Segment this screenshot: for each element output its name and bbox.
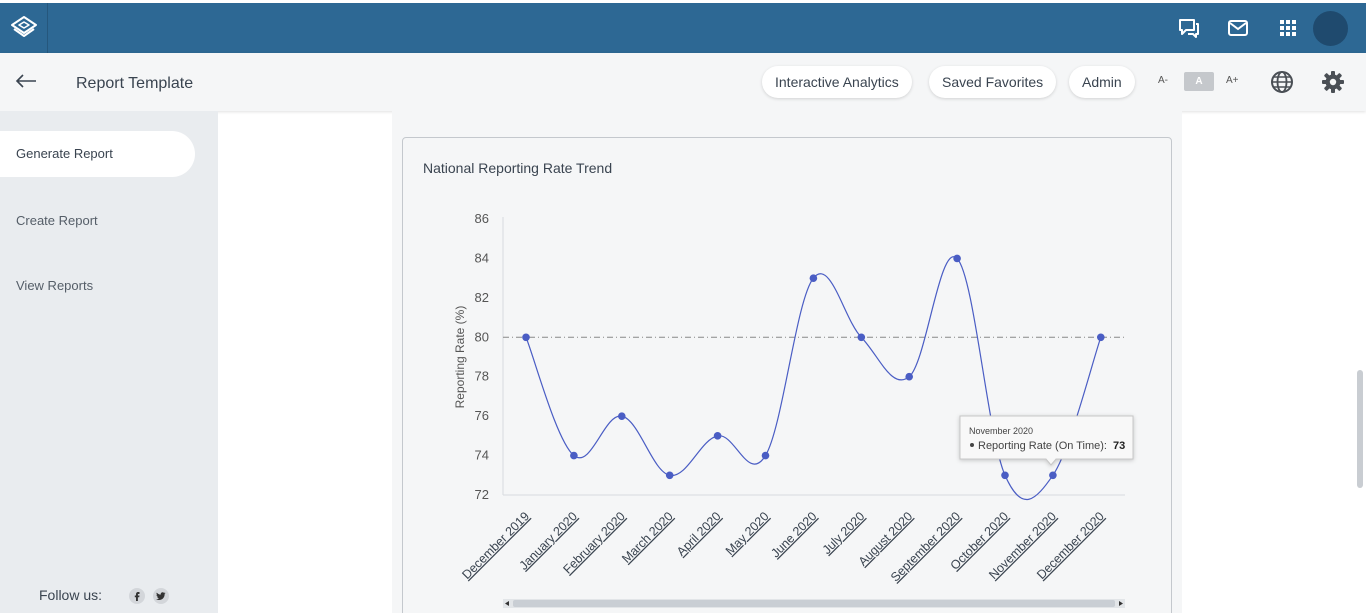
y-tick-label: 84: [475, 250, 489, 265]
top-navigation-bar: [0, 3, 1366, 53]
interactive-analytics-button[interactable]: Interactive Analytics: [762, 66, 912, 98]
x-tick-label: April 2020: [674, 509, 724, 559]
y-tick-label: 76: [475, 408, 489, 423]
font-decrease-button[interactable]: A-: [1158, 75, 1168, 86]
tooltip-value: 73: [1113, 440, 1125, 452]
chart-title: National Reporting Rate Trend: [423, 160, 613, 176]
data-point[interactable]: [522, 333, 530, 342]
layers-logo-icon: [10, 16, 37, 37]
data-point[interactable]: [665, 471, 674, 480]
twitter-link[interactable]: [153, 588, 169, 604]
y-tick-label: 72: [475, 487, 489, 502]
data-point[interactable]: [1001, 471, 1009, 480]
font-increase-button[interactable]: A+: [1226, 75, 1239, 86]
data-point[interactable]: [1097, 333, 1105, 342]
globe-icon[interactable]: [1270, 70, 1294, 94]
x-tick-label: March 2020: [619, 509, 676, 566]
gear-icon[interactable]: [1321, 70, 1345, 94]
apps-grid-icon: [1280, 20, 1296, 36]
mail-button[interactable]: [1226, 16, 1250, 40]
data-point[interactable]: [857, 333, 866, 342]
avatar[interactable]: [1313, 11, 1348, 46]
mail-icon: [1228, 20, 1248, 36]
font-normal-button[interactable]: A: [1184, 72, 1214, 91]
data-point[interactable]: [1049, 471, 1057, 480]
data-point[interactable]: [809, 274, 818, 282]
x-tick-label: July 2020: [820, 509, 868, 557]
x-tick-label: December 2019: [459, 509, 532, 582]
data-point[interactable]: [761, 451, 770, 460]
y-tick-label: 78: [475, 369, 489, 384]
data-point[interactable]: [905, 372, 913, 381]
page-scrollbar[interactable]: [1357, 370, 1363, 488]
y-axis-label: Reporting Rate (%): [453, 306, 467, 409]
app-logo[interactable]: [0, 3, 48, 53]
page-title: Report Template: [76, 75, 194, 92]
y-tick-label: 86: [475, 211, 489, 226]
chart-card: National Reporting Rate Trend 72 74 76 78 80…: [402, 137, 1172, 613]
follow-us-label: Follow us:: [39, 587, 103, 603]
sidebar-item-view-reports[interactable]: View Reports: [16, 278, 94, 293]
x-tick-label: June 2020: [768, 509, 819, 560]
sidebar: Generate Report Create Report View Repor…: [0, 111, 218, 613]
admin-button[interactable]: Admin: [1069, 66, 1135, 98]
line-chart: 72 74 76 78 80 82 84 86 Reporting Rate (%) Decemb…: [453, 211, 1134, 608]
chat-icon: [1179, 19, 1199, 38]
data-point[interactable]: [953, 254, 961, 263]
tooltip-series-label: Reporting Rate (On Time):: [978, 440, 1107, 452]
series-line: [525, 256, 1102, 500]
y-tick-label: 80: [475, 329, 489, 344]
back-arrow-icon[interactable]: [14, 71, 38, 91]
twitter-icon: [156, 592, 166, 600]
data-point[interactable]: [618, 412, 626, 420]
data-point[interactable]: [713, 432, 722, 440]
facebook-icon: [134, 592, 140, 601]
facebook-link[interactable]: [129, 588, 145, 604]
y-tick-label: 74: [475, 448, 489, 463]
tooltip-series-marker: [970, 443, 974, 447]
data-point[interactable]: [570, 451, 578, 460]
saved-favorites-button[interactable]: Saved Favorites: [929, 66, 1057, 98]
sidebar-item-generate-report[interactable]: Generate Report: [0, 131, 195, 177]
x-tick-label: May 2020: [723, 509, 772, 558]
tooltip-title: November 2020: [969, 426, 1033, 436]
y-tick-label: 82: [475, 290, 489, 305]
chart-scroll-thumb[interactable]: [513, 600, 1115, 607]
chat-button[interactable]: [1177, 16, 1201, 40]
scroll-left-arrow-icon[interactable]: [505, 601, 509, 606]
page-header: Report Template Interactive Analytics Sa…: [0, 53, 1366, 111]
apps-button[interactable]: [1276, 16, 1300, 40]
sidebar-item-create-report[interactable]: Create Report: [16, 213, 98, 228]
tooltip-box: [959, 415, 1134, 466]
top-strip: [0, 0, 1366, 3]
scroll-right-arrow-icon[interactable]: [1119, 601, 1123, 606]
